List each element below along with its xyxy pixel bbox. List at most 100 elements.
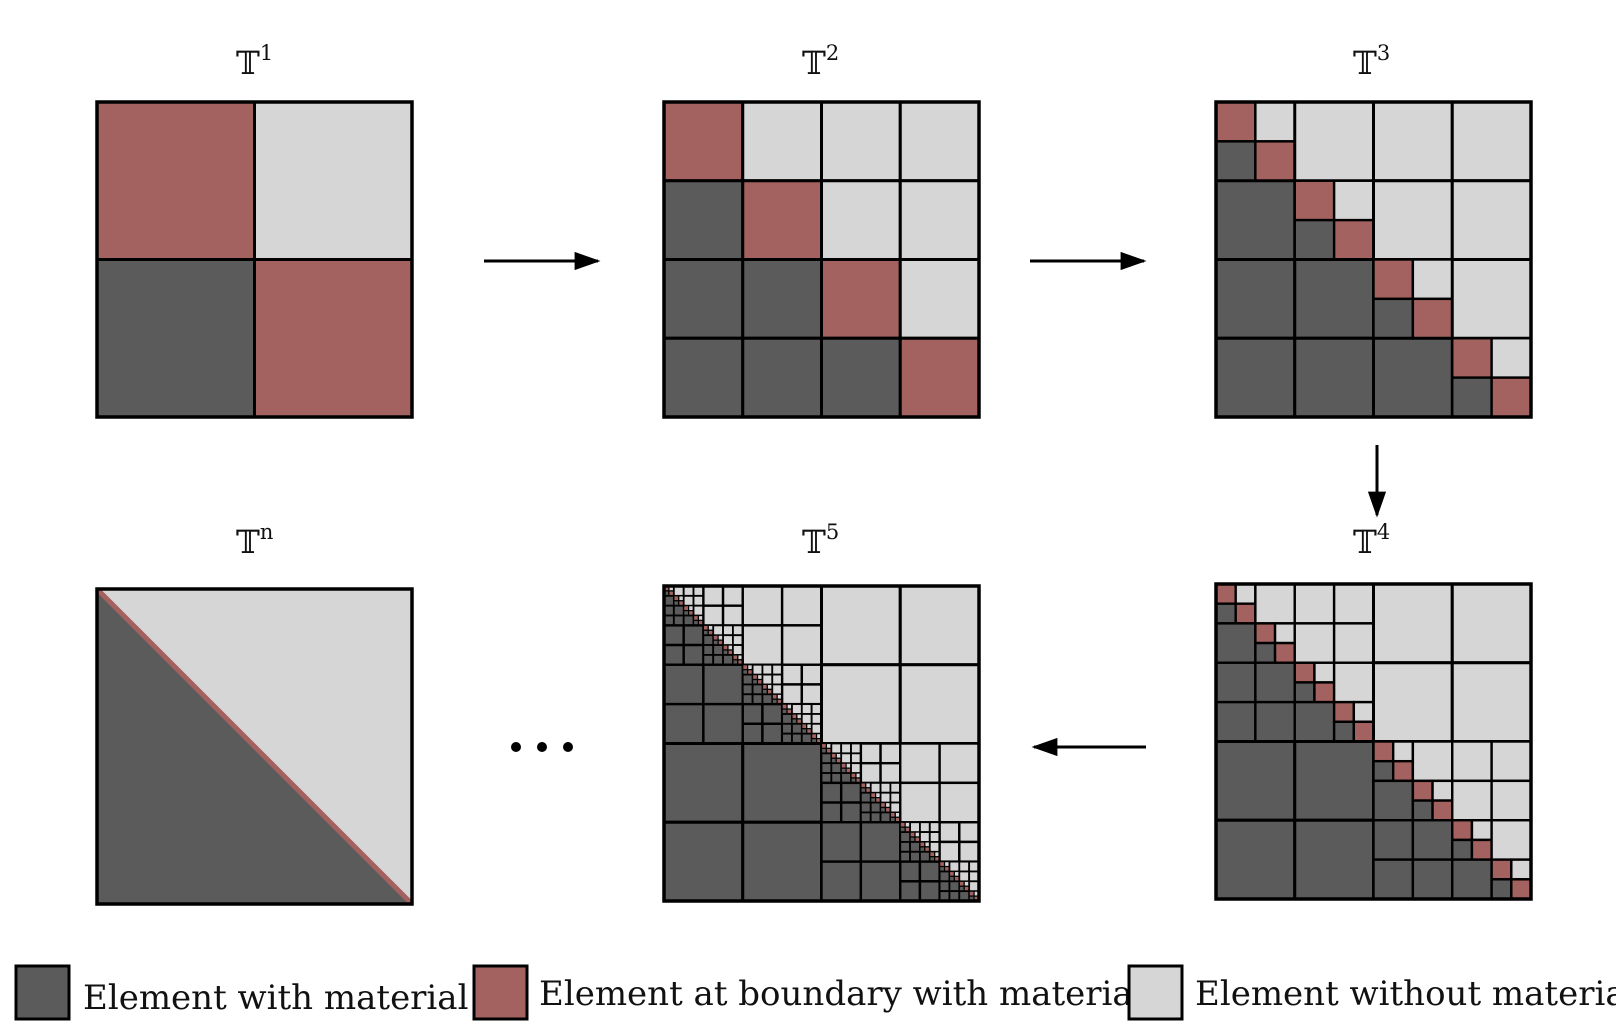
mesh-element xyxy=(1450,100,1533,183)
mesh-element xyxy=(781,713,793,725)
mesh-element xyxy=(95,100,256,261)
mesh-element xyxy=(781,703,788,710)
mesh-frame xyxy=(662,584,981,903)
mesh-element xyxy=(800,703,813,715)
mesh-element xyxy=(820,860,863,903)
mesh-element xyxy=(732,634,744,646)
mesh-element xyxy=(1411,799,1434,822)
mesh-element xyxy=(1431,779,1454,802)
mesh-element xyxy=(1490,376,1533,419)
mesh-element xyxy=(1293,218,1336,261)
mesh-element xyxy=(869,781,882,794)
mesh-element xyxy=(1293,700,1336,743)
ellipsis-icon xyxy=(511,742,573,752)
mesh-element xyxy=(1431,799,1454,822)
limit-mesh-frame xyxy=(95,587,414,906)
mesh-element xyxy=(751,663,764,676)
mesh-element xyxy=(712,634,719,641)
mesh-element xyxy=(898,663,981,745)
mesh-element xyxy=(780,624,823,666)
mesh-element xyxy=(682,643,705,666)
mesh-element xyxy=(948,870,955,877)
mesh-element xyxy=(1254,622,1277,645)
mesh-element xyxy=(898,100,981,183)
mesh-element xyxy=(1411,819,1454,861)
mesh-element xyxy=(850,752,862,765)
mesh-element xyxy=(1293,740,1375,822)
mesh-element xyxy=(1372,759,1395,783)
mesh-element xyxy=(721,584,744,607)
mesh-frame xyxy=(1214,100,1533,419)
mesh-element xyxy=(1372,100,1454,183)
legend-label-material: Element with material xyxy=(83,978,468,1018)
legend-label-empty: Element without material xyxy=(1195,974,1616,1014)
mesh-element xyxy=(938,880,951,893)
mesh-element xyxy=(899,742,941,785)
mesh-element xyxy=(1352,720,1375,743)
mesh-element xyxy=(741,820,823,903)
mesh-element xyxy=(741,179,823,261)
mesh-element xyxy=(1450,661,1533,743)
mesh-element xyxy=(820,762,833,774)
mesh-element xyxy=(1214,818,1297,901)
mesh-element xyxy=(899,781,941,824)
mesh-element xyxy=(820,336,902,419)
mesh-element xyxy=(702,624,709,631)
mesh-element xyxy=(958,821,981,844)
mesh-element xyxy=(1411,740,1454,783)
mesh-element xyxy=(1254,100,1296,143)
mesh-element xyxy=(662,820,745,903)
mesh-element xyxy=(840,742,852,755)
mesh-element xyxy=(780,584,823,627)
legend-swatch-empty xyxy=(1127,964,1184,1021)
mesh-element xyxy=(1332,582,1375,625)
mesh-element xyxy=(938,870,951,883)
mesh-element xyxy=(1490,878,1513,901)
mesh-element xyxy=(1470,819,1493,842)
mesh-element xyxy=(1372,779,1415,822)
mesh-element xyxy=(1234,602,1257,625)
mesh-element xyxy=(859,742,882,765)
mesh-element xyxy=(958,870,971,883)
mesh-element xyxy=(761,702,784,726)
mesh-element xyxy=(1411,258,1454,301)
mesh-element xyxy=(1372,661,1454,743)
mesh-element xyxy=(1332,661,1375,704)
mesh-element xyxy=(898,584,981,667)
mesh-element xyxy=(1372,297,1415,340)
mesh-element xyxy=(741,100,823,183)
mesh-element xyxy=(751,693,764,706)
mesh-element xyxy=(919,831,931,843)
mesh-element xyxy=(898,258,981,340)
mesh-level-5 xyxy=(662,584,981,903)
mesh-element xyxy=(1293,818,1375,901)
mesh-element xyxy=(722,634,734,646)
mesh-element xyxy=(928,821,941,833)
mesh-label-1: 𝕋1 xyxy=(236,41,273,82)
mesh-element xyxy=(929,851,936,858)
mesh-element xyxy=(712,654,724,666)
mesh-element xyxy=(732,624,744,637)
mesh-element xyxy=(721,604,744,627)
mesh-element xyxy=(732,654,739,661)
mesh-element xyxy=(1254,140,1296,182)
mesh-element xyxy=(909,850,921,863)
mesh-element xyxy=(1214,258,1297,340)
mesh-element xyxy=(682,624,705,647)
mesh-element xyxy=(1332,720,1356,743)
mesh-element xyxy=(780,683,804,706)
mesh-element xyxy=(1332,179,1375,222)
mesh-element xyxy=(859,811,872,824)
mesh-element xyxy=(879,801,887,809)
mesh-element xyxy=(253,258,414,419)
mesh-element xyxy=(741,673,754,686)
mesh-element xyxy=(1372,582,1454,665)
mesh-element xyxy=(1450,258,1533,340)
mesh-element xyxy=(1214,100,1257,143)
mesh-element xyxy=(800,683,823,706)
mesh-element xyxy=(859,821,902,863)
mesh-frame xyxy=(95,100,414,419)
mesh-element xyxy=(1411,779,1434,802)
mesh-element xyxy=(95,258,256,419)
mesh-frame xyxy=(1214,582,1533,901)
